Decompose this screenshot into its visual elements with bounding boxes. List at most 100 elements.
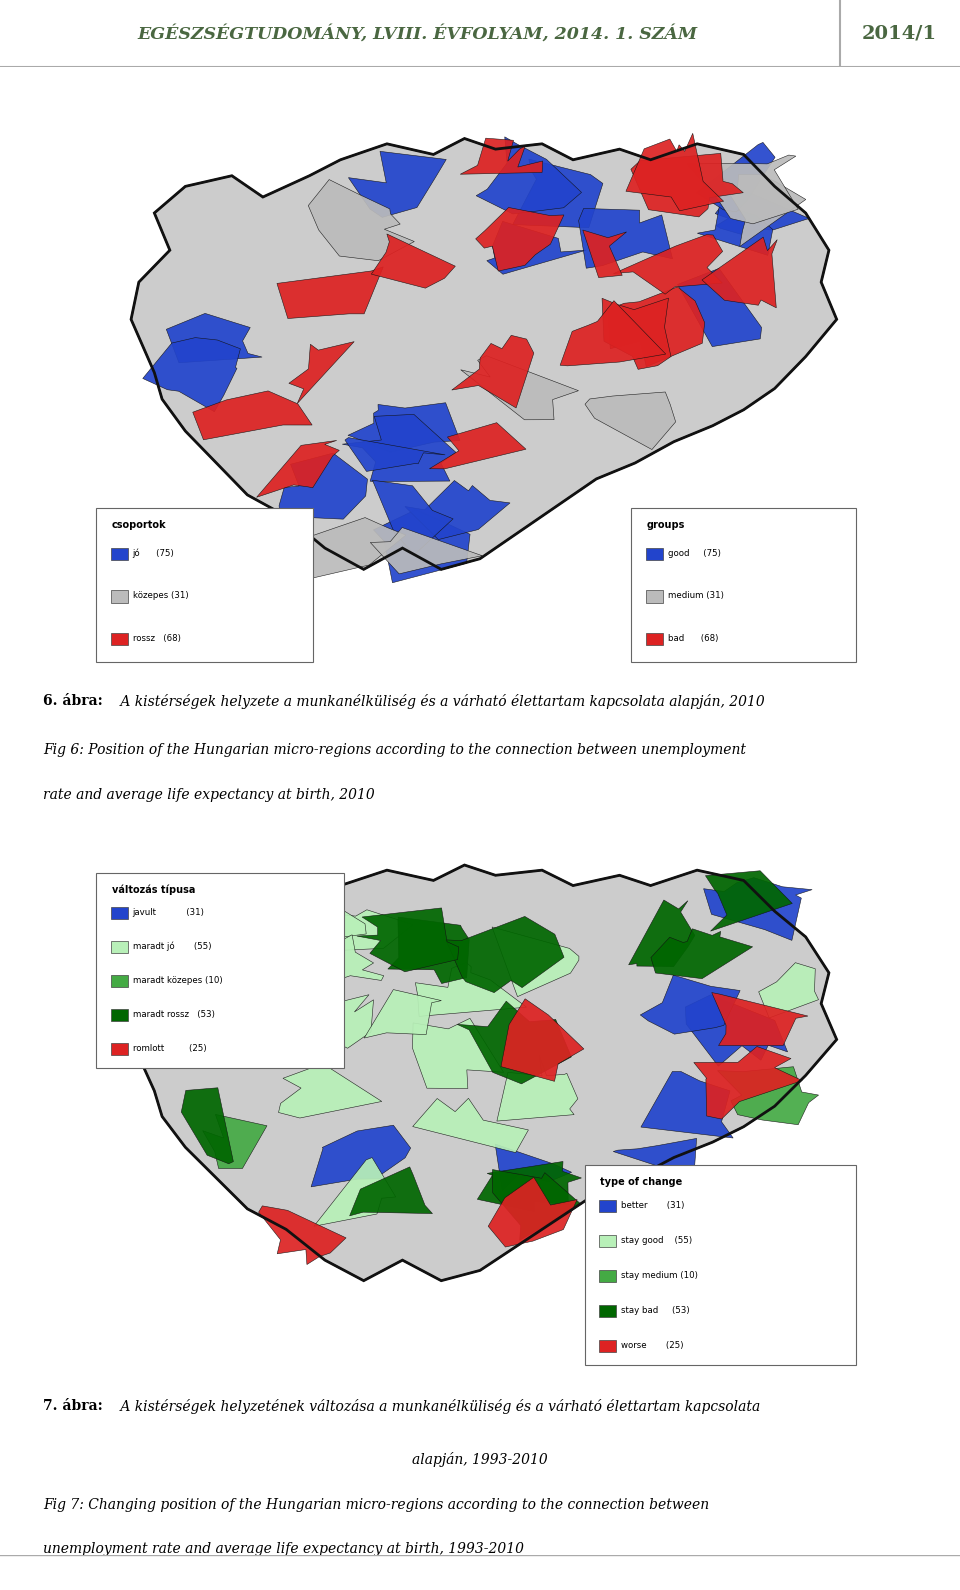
Text: stay good    (55): stay good (55)	[621, 1235, 692, 1245]
Polygon shape	[678, 269, 761, 347]
FancyBboxPatch shape	[111, 590, 128, 603]
Polygon shape	[157, 921, 258, 981]
Polygon shape	[487, 221, 587, 273]
Polygon shape	[706, 871, 792, 932]
FancyBboxPatch shape	[111, 547, 128, 560]
Text: alapján, 1993-2010: alapján, 1993-2010	[412, 1452, 548, 1466]
Polygon shape	[193, 391, 312, 440]
Polygon shape	[276, 267, 383, 318]
Text: EGÉSZSÉGTUDOMÁNY, LVIII. ÉVFOLYAM, 2014. 1. SZÁM: EGÉSZSÉGTUDOMÁNY, LVIII. ÉVFOLYAM, 2014.…	[137, 24, 698, 43]
Text: közepes (31): közepes (31)	[132, 591, 188, 601]
Polygon shape	[292, 935, 384, 994]
FancyBboxPatch shape	[599, 1270, 616, 1282]
Polygon shape	[651, 929, 753, 979]
Polygon shape	[349, 1167, 432, 1216]
Polygon shape	[687, 156, 798, 224]
Polygon shape	[452, 335, 534, 409]
Polygon shape	[560, 301, 665, 366]
Polygon shape	[583, 231, 627, 278]
Polygon shape	[477, 1161, 582, 1212]
FancyBboxPatch shape	[111, 633, 128, 646]
Polygon shape	[348, 402, 460, 452]
Polygon shape	[181, 1088, 233, 1164]
Polygon shape	[308, 180, 415, 261]
Text: rossz   (68): rossz (68)	[132, 634, 180, 642]
Text: maradt rossz   (53): maradt rossz (53)	[132, 1010, 214, 1019]
Text: worse       (25): worse (25)	[621, 1340, 684, 1350]
FancyBboxPatch shape	[599, 1235, 616, 1247]
Polygon shape	[492, 1170, 581, 1240]
Polygon shape	[704, 878, 812, 940]
FancyBboxPatch shape	[111, 908, 128, 919]
FancyBboxPatch shape	[631, 509, 856, 663]
Polygon shape	[388, 917, 469, 984]
Polygon shape	[429, 423, 526, 469]
Polygon shape	[497, 1054, 578, 1121]
Polygon shape	[758, 962, 819, 1018]
FancyBboxPatch shape	[599, 1200, 616, 1213]
Polygon shape	[460, 138, 542, 175]
Text: 7. ábra:: 7. ábra:	[43, 1399, 103, 1414]
Text: A kistérségek helyzete a munkanélküliség és a várható élettartam kapcsolata alap: A kistérségek helyzete a munkanélküliség…	[116, 695, 765, 709]
Text: csoportok: csoportok	[111, 520, 166, 531]
Text: Fig 7: Changing position of the Hungarian micro-regions according to the connect: Fig 7: Changing position of the Hungaria…	[43, 1498, 708, 1512]
Polygon shape	[613, 235, 723, 294]
Polygon shape	[372, 480, 453, 555]
FancyBboxPatch shape	[111, 975, 128, 987]
Polygon shape	[291, 518, 406, 579]
Text: better       (31): better (31)	[621, 1202, 684, 1210]
Text: stay bad     (53): stay bad (53)	[621, 1305, 689, 1315]
Polygon shape	[413, 1018, 504, 1089]
Polygon shape	[348, 151, 446, 218]
Polygon shape	[495, 1145, 571, 1191]
Polygon shape	[416, 962, 526, 1016]
Text: stay medium (10): stay medium (10)	[621, 1270, 698, 1280]
Polygon shape	[513, 159, 603, 227]
Polygon shape	[307, 995, 373, 1048]
Polygon shape	[697, 143, 775, 211]
Polygon shape	[585, 393, 676, 450]
Polygon shape	[694, 1046, 803, 1119]
Text: groups: groups	[647, 520, 685, 531]
FancyBboxPatch shape	[111, 941, 128, 954]
Polygon shape	[609, 286, 705, 367]
Polygon shape	[476, 137, 582, 215]
Text: romlott         (25): romlott (25)	[132, 1043, 206, 1053]
Polygon shape	[166, 313, 262, 363]
Polygon shape	[289, 342, 354, 404]
Polygon shape	[373, 510, 470, 582]
Polygon shape	[372, 234, 455, 288]
Polygon shape	[256, 440, 339, 498]
Text: jó      (75): jó (75)	[132, 549, 175, 558]
Text: maradt jó       (55): maradt jó (55)	[132, 941, 211, 951]
Polygon shape	[715, 188, 810, 237]
Polygon shape	[345, 437, 445, 471]
Text: rate and average life expectancy at birth, 2010: rate and average life expectancy at birt…	[43, 789, 374, 803]
Polygon shape	[132, 865, 837, 1280]
FancyBboxPatch shape	[585, 1165, 856, 1366]
Polygon shape	[697, 205, 773, 256]
Text: változás típusa: változás típusa	[111, 884, 195, 895]
Text: bad      (68): bad (68)	[667, 634, 718, 642]
Polygon shape	[501, 999, 584, 1081]
Text: maradt közepes (10): maradt közepes (10)	[132, 976, 223, 984]
Polygon shape	[413, 1099, 528, 1153]
Text: 6. ábra:: 6. ábra:	[43, 695, 103, 708]
Text: A kistérségek helyzetének változása a munkanélküliség és a várható élettartam ka: A kistérségek helyzetének változása a mu…	[116, 1399, 760, 1414]
Polygon shape	[371, 528, 482, 574]
Polygon shape	[445, 916, 564, 992]
Text: 2014/1: 2014/1	[862, 24, 937, 43]
Polygon shape	[153, 994, 266, 1054]
Polygon shape	[279, 453, 368, 520]
Polygon shape	[492, 927, 579, 997]
Polygon shape	[641, 1072, 733, 1138]
Text: javult           (31): javult (31)	[132, 908, 204, 917]
Polygon shape	[343, 415, 456, 482]
Polygon shape	[357, 908, 459, 971]
Polygon shape	[602, 297, 671, 369]
Polygon shape	[489, 1177, 577, 1247]
Polygon shape	[364, 989, 442, 1038]
FancyBboxPatch shape	[111, 1008, 128, 1021]
FancyBboxPatch shape	[646, 633, 663, 646]
Polygon shape	[702, 237, 778, 308]
